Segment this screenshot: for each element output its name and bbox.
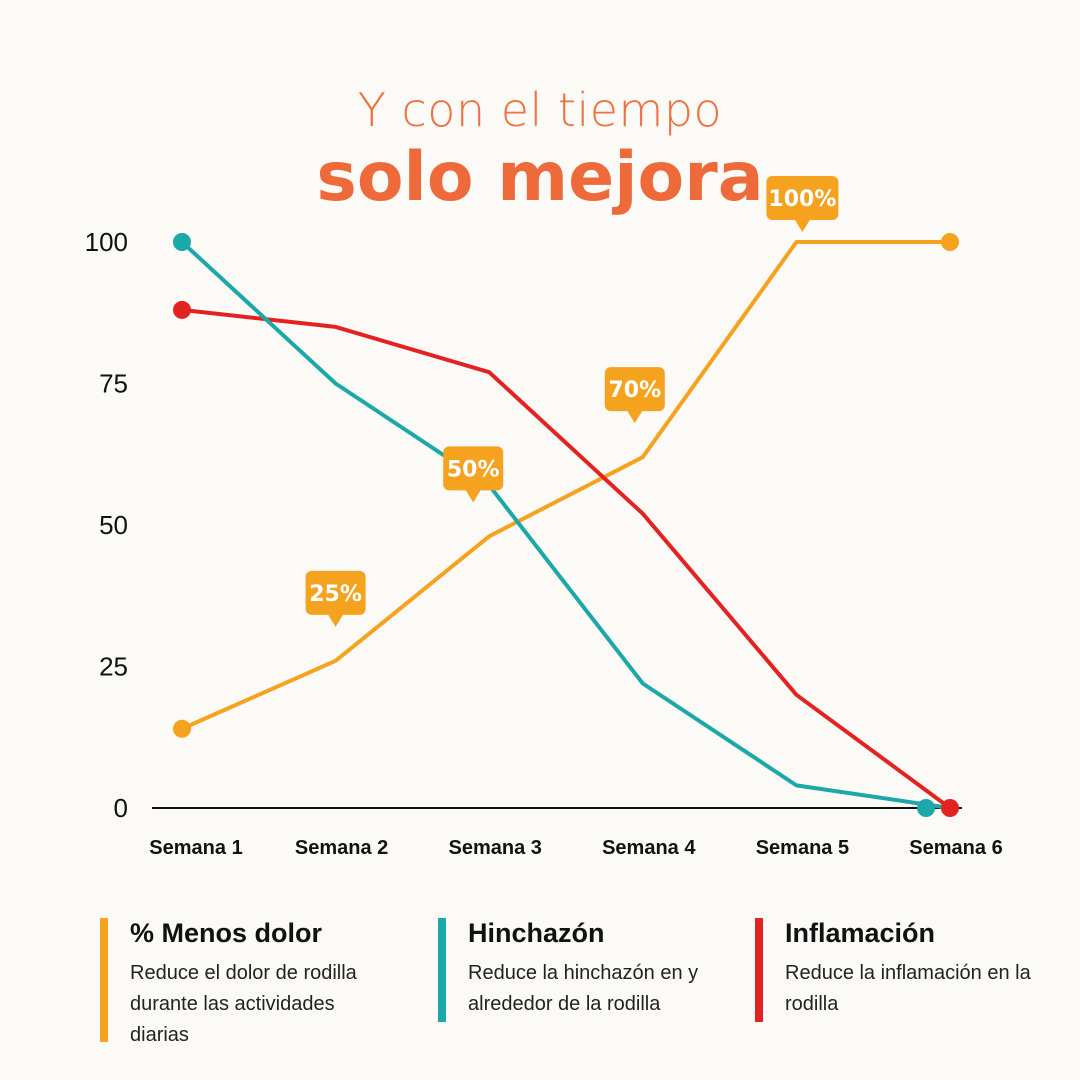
legend-item-description: Reduce la inflamación en la rodilla [785,962,1031,1015]
value-callout: 70% [604,367,665,424]
y-tick-label: 25 [99,652,128,682]
value-callout: 100% [766,176,839,232]
value-callout-label: 70% [608,378,661,403]
legend-color-bar [755,918,763,1022]
x-tick-label: Semana 2 [295,837,388,859]
series-point [173,719,191,738]
value-callout-label: 50% [447,457,500,482]
series-point [917,799,935,817]
x-axis-ticks: Semana 1 Semana 2 Semana 3 Semana 4 Semana 5… [149,837,1002,859]
legend-item-name: % Menos dolor [130,918,323,948]
y-tick-label: 75 [99,369,128,399]
x-tick-label: Semana 6 [909,837,1002,859]
x-tick-label: Semana 5 [756,837,849,859]
series-point [173,300,191,319]
value-callout-label: 100% [768,187,836,212]
series-point [173,233,191,251]
value-callout-label: 25% [309,582,362,607]
legend-color-bar [100,918,108,1042]
chart-title-line-1: Y con el tiempo [357,83,723,137]
y-tick-label: 100 [85,227,128,257]
series-line-menos-dolor [180,240,952,731]
legend-color-bar [438,918,446,1022]
legend-item-description: Reduce la hinchazón en y alrededor de la… [468,962,699,1015]
series-line-inflamacion [180,307,952,810]
y-tick-label: 0 [114,793,128,823]
chart-title-block: Y con el tiempo solo mejora [0,78,1080,218]
y-tick-label: 50 [99,510,128,540]
value-callout: 50% [443,446,504,503]
x-tick-label: Semana 4 [602,837,696,859]
legend-item-name: Hinchazón [468,918,605,948]
series-point [941,799,959,817]
callout-layer: 25% 50% 70% 100% [305,176,839,627]
x-tick-label: Semana 1 [149,837,242,859]
series-layer [173,233,959,817]
chart-title-line-2: solo mejora [316,138,764,217]
series-line-hinchazon [180,240,952,810]
series-point [941,233,959,251]
y-axis-ticks: 0 25 50 75 100 [85,227,128,823]
value-callout: 25% [305,570,366,627]
x-tick-label: Semana 3 [449,837,542,859]
legend-item-name: Inflamación [785,918,936,948]
legend-item-description: Reduce el dolor de rodilla durante las a… [130,962,357,1046]
